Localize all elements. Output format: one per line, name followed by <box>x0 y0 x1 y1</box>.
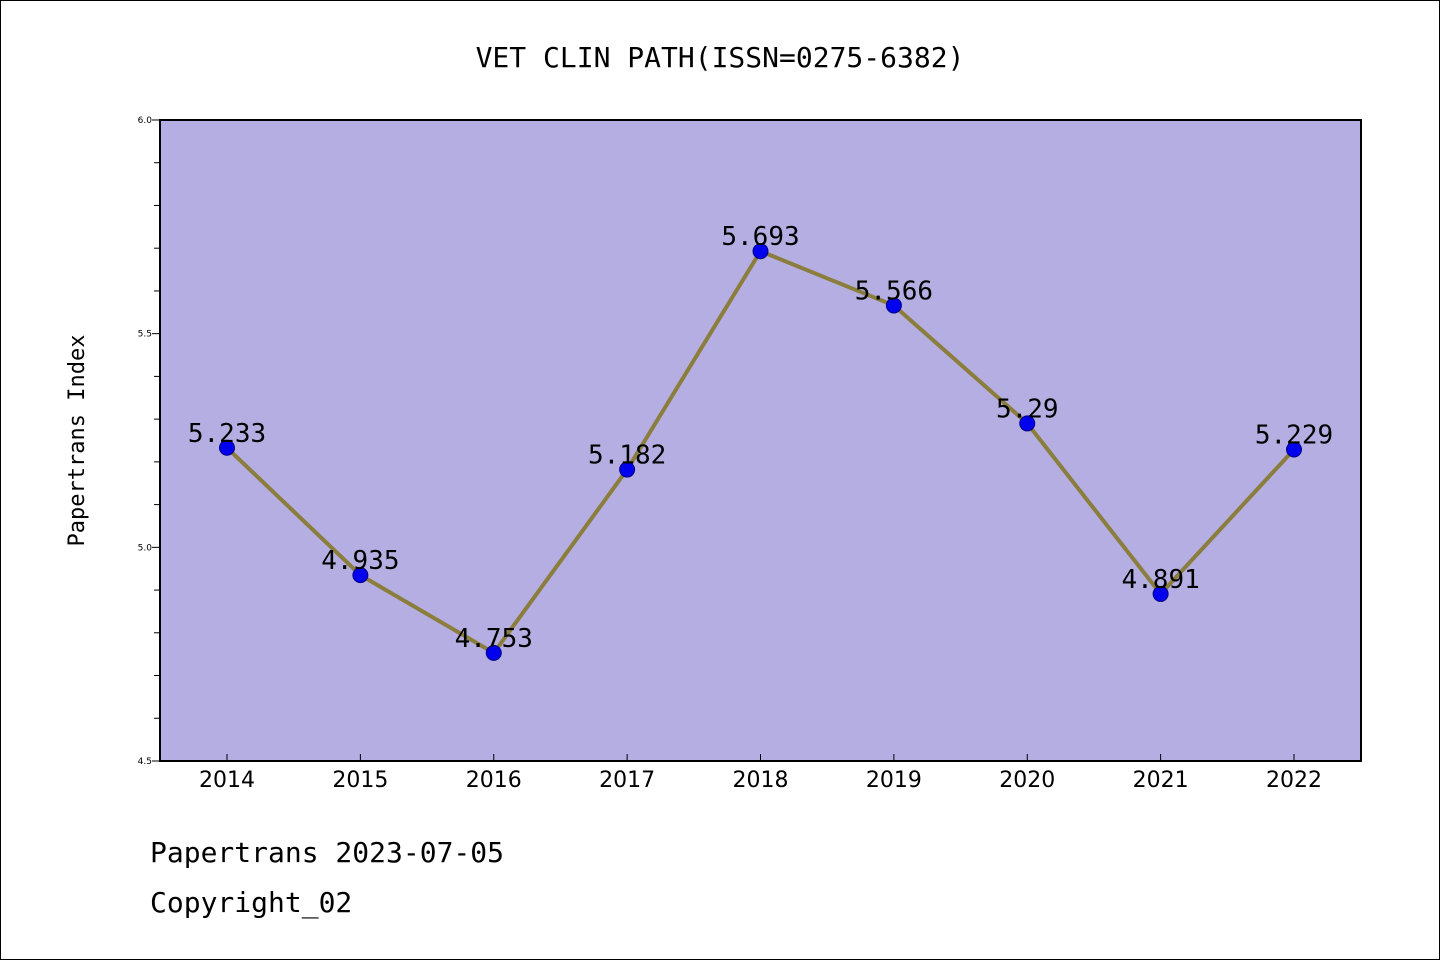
x-tick-label: 2019 <box>866 768 922 793</box>
data-point <box>352 567 369 584</box>
data-label: 5.233 <box>188 419 266 449</box>
x-tick-label: 2021 <box>1133 768 1189 793</box>
x-tick-label: 2022 <box>1266 768 1322 793</box>
footer-copyright: Copyright_02 <box>150 886 353 919</box>
data-label: 5.29 <box>996 394 1059 424</box>
y-tick-label: 6.0 <box>138 116 153 126</box>
plot-border <box>159 119 1362 762</box>
data-label: 4.935 <box>321 546 399 576</box>
footer-source-date: Papertrans 2023-07-05 <box>150 836 505 869</box>
plot-area <box>160 120 1361 761</box>
x-tick-label: 2020 <box>999 768 1055 793</box>
y-tick-label: 5.0 <box>138 543 153 553</box>
data-label: 5.182 <box>588 441 666 471</box>
x-tick-label: 2015 <box>332 768 388 793</box>
x-tick-label: 2016 <box>466 768 522 793</box>
data-point <box>219 439 235 456</box>
y-axis-label: Papertrans Index <box>65 335 90 547</box>
data-point <box>1152 585 1169 602</box>
data-point <box>1286 441 1302 458</box>
data-label: 4.753 <box>455 624 533 654</box>
data-point <box>752 243 769 260</box>
x-tick-label: 2018 <box>733 768 789 793</box>
data-point <box>485 644 502 661</box>
data-point <box>619 461 636 478</box>
chart-title: VET CLIN PATH(ISSN=0275-6382) <box>476 41 965 74</box>
data-label: 5.693 <box>721 222 799 252</box>
x-tick-label: 2014 <box>199 768 255 793</box>
data-label: 4.891 <box>1121 565 1199 595</box>
data-label: 5.566 <box>855 276 933 306</box>
x-tick-label: 2017 <box>599 768 655 793</box>
y-tick-label: 5.5 <box>138 330 152 340</box>
data-point <box>1019 415 1036 432</box>
data-label: 5.229 <box>1255 420 1333 450</box>
y-tick-label: 4.5 <box>138 757 152 767</box>
data-point <box>885 297 902 314</box>
